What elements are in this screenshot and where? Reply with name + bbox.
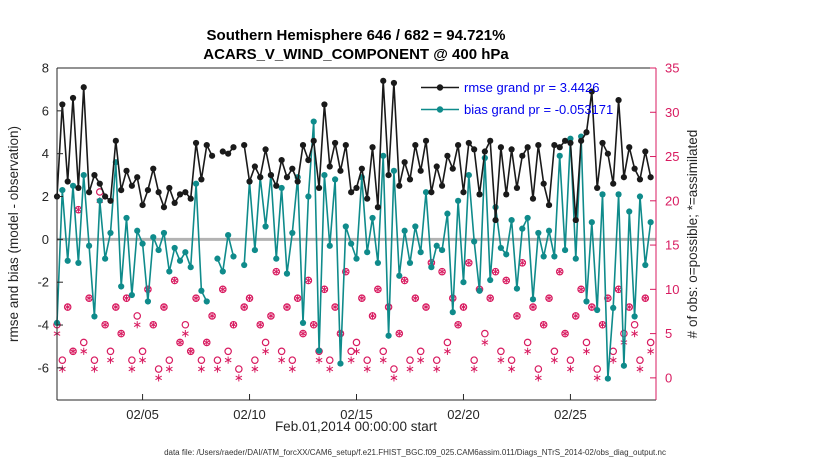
svg-text:8: 8 — [42, 61, 49, 76]
svg-text:-6: -6 — [37, 360, 49, 375]
svg-text:02/05: 02/05 — [126, 407, 159, 422]
legend-rmse-label: rmse grand pr = 3.4426 — [464, 80, 600, 95]
svg-text:5: 5 — [665, 326, 672, 341]
svg-text:0: 0 — [42, 232, 49, 247]
legend — [421, 84, 459, 113]
svg-text:35: 35 — [665, 61, 679, 76]
x-axis-label: Feb.01,2014 00:00:00 start — [275, 419, 437, 434]
plot-subtitle: ACARS_V_WIND_COMPONENT @ 400 hPa — [203, 46, 509, 63]
svg-text:02/20: 02/20 — [447, 407, 480, 422]
plot-title: Southern Hemisphere 646 / 682 = 94.721% — [207, 27, 506, 44]
svg-text:15: 15 — [665, 238, 679, 253]
svg-text:-2: -2 — [37, 275, 49, 290]
svg-text:02/15: 02/15 — [340, 407, 373, 422]
svg-text:6: 6 — [42, 103, 49, 118]
legend-bias-label: bias grand pr = -0.053171 — [464, 102, 613, 117]
y-axis-label-left: rmse and bias (model - observation) — [6, 126, 21, 342]
svg-text:02/25: 02/25 — [554, 407, 587, 422]
svg-text:25: 25 — [665, 149, 679, 164]
svg-text:4: 4 — [42, 146, 49, 161]
svg-text:02/10: 02/10 — [233, 407, 266, 422]
plot-area: -6 -4 -2 0 2 4 6 8 0 5 10 15 20 25 30 35 02/05 02/10 02/15… — [37, 61, 679, 423]
svg-text:30: 30 — [665, 105, 679, 120]
svg-text:-4: -4 — [37, 318, 49, 333]
svg-text:0: 0 — [665, 370, 672, 385]
svg-text:20: 20 — [665, 193, 679, 208]
datafile-caption: data file: /Users/raeder/DAI/ATM_forcXX/… — [164, 448, 666, 457]
svg-text:10: 10 — [665, 282, 679, 297]
svg-text:2: 2 — [42, 189, 49, 204]
y-axis-label-right: # of obs: o=possible; *=assimilated — [685, 130, 700, 339]
